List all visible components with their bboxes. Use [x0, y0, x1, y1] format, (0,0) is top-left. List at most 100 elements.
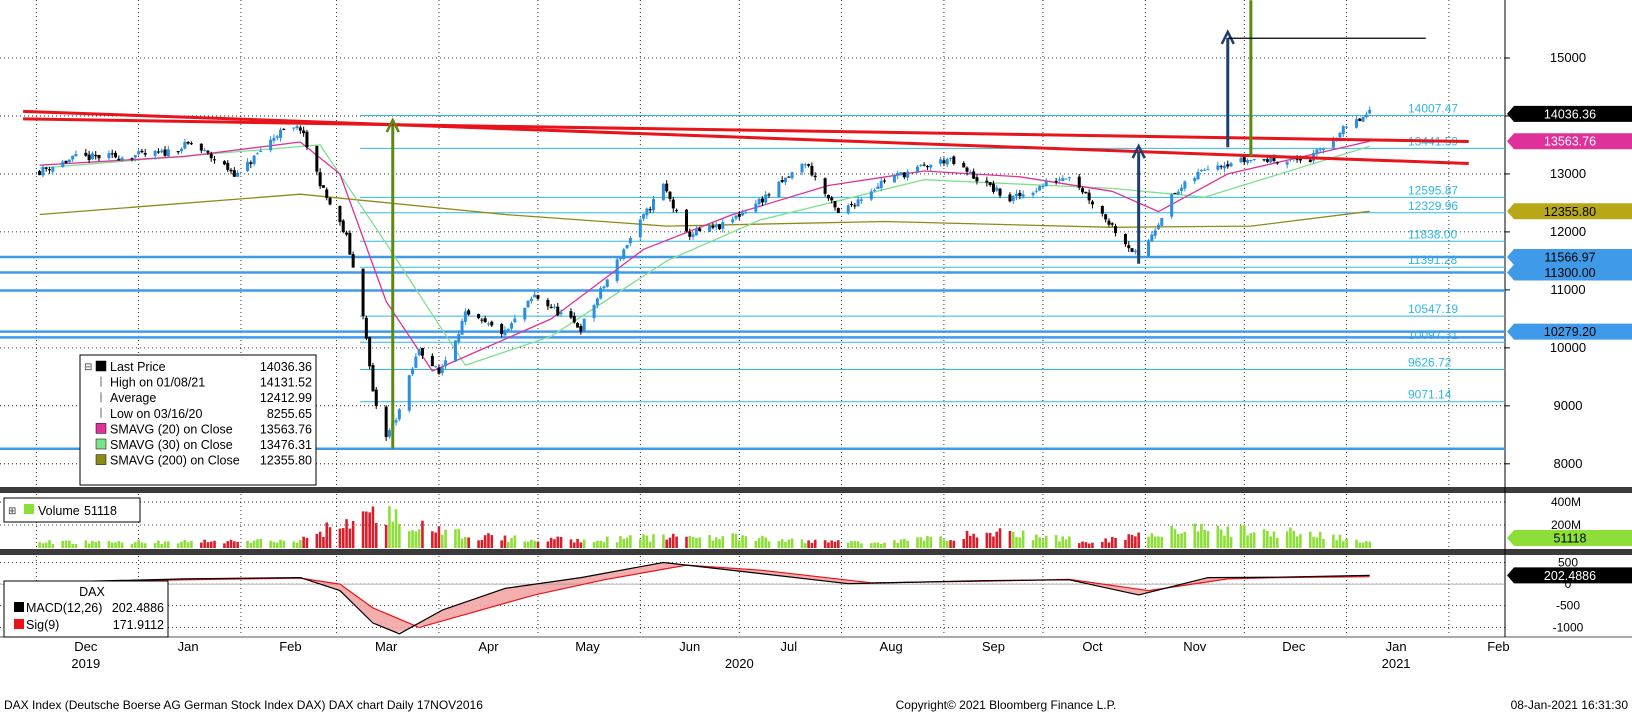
volume-bar: [804, 543, 807, 548]
fib-label: 10547.19: [1408, 302, 1458, 316]
candle-body: [1156, 224, 1160, 230]
candle-body: [523, 307, 527, 320]
volume-bar: [688, 535, 692, 548]
candle-body: [899, 172, 903, 175]
candle-body: [1180, 187, 1184, 192]
candle-body: [387, 430, 391, 437]
target-arrows: [385, 0, 1426, 449]
volume-bar: [777, 541, 781, 548]
legend-swatch: [95, 454, 107, 465]
candle-body: [582, 318, 586, 332]
volume-bar: [1038, 537, 1041, 548]
right-price-label-bg: [1507, 133, 1632, 150]
candle-body: [665, 183, 669, 192]
volume-bar: [1226, 526, 1230, 548]
volume-bar: [1368, 541, 1371, 548]
volume-bar: [1031, 540, 1035, 548]
legend-swatch: [95, 360, 107, 372]
volume-bar: [592, 541, 596, 548]
candle-body: [1246, 159, 1250, 163]
legend-label: Low on 03/16/20: [110, 407, 202, 421]
candle-body: [698, 228, 702, 232]
candle-body: [1015, 193, 1019, 197]
candle-body: [559, 312, 563, 315]
volume-bar: [1107, 542, 1111, 548]
volume-bar: [167, 541, 170, 548]
candle-body: [734, 215, 738, 219]
volume-bar: [995, 531, 999, 548]
candle-body: [651, 199, 655, 211]
volume-bar: [945, 540, 949, 548]
volume-bar: [1087, 543, 1091, 548]
volume-bar: [338, 528, 342, 548]
volume-bar: [483, 535, 487, 548]
volume-bar: [305, 537, 309, 548]
volume-bar: [1341, 541, 1345, 548]
right-value-labels: 14036.36 13563.76 12355.80 11566.9711300.00…: [1507, 105, 1632, 584]
volume-bar: [642, 534, 645, 548]
candle-body: [760, 198, 764, 203]
macd-legend-title: DAX: [79, 585, 105, 599]
candle-body: [764, 194, 768, 203]
volume-bar: [1216, 525, 1220, 548]
right-price-label: 10279.20: [1544, 325, 1596, 339]
volume-bar: [530, 539, 533, 548]
volume-bar: [322, 536, 325, 548]
candle-body: [90, 153, 94, 160]
volume-bar: [1021, 530, 1025, 548]
macd-legend-label: MACD(12,26): [26, 601, 102, 615]
candle-body: [1077, 176, 1081, 188]
macd-tick-label: 500: [1558, 555, 1578, 569]
candle-body: [1364, 114, 1368, 118]
year-label: 2019: [71, 656, 100, 671]
volume-bar: [368, 512, 371, 548]
moving-averages: [39, 140, 1370, 372]
candle-body: [972, 171, 976, 179]
volume-bar: [1068, 536, 1071, 548]
candle-body: [437, 367, 441, 374]
volume-bar: [91, 541, 94, 548]
candle-body: [74, 153, 78, 157]
volume-bar: [292, 541, 296, 548]
legend-label: SMAVG (20) on Close: [110, 422, 233, 436]
volume-bar: [259, 538, 263, 548]
panel-separator: [0, 549, 1632, 555]
volume-bar: [186, 542, 190, 548]
candle-body: [397, 409, 401, 420]
volume-legend-swatch: [24, 504, 34, 514]
volume-bar: [602, 542, 606, 548]
candle-body: [252, 155, 256, 164]
right-price-label-bg: [1507, 249, 1632, 266]
volume-bar: [737, 540, 741, 548]
volume-bar: [467, 537, 470, 548]
volume-bar: [1124, 540, 1127, 548]
candle-body: [483, 318, 487, 322]
candle-body: [711, 225, 715, 228]
candle-body: [143, 153, 147, 155]
candle-body: [1262, 159, 1266, 161]
volume-bar: [1219, 529, 1223, 548]
candle-body: [879, 180, 883, 188]
volume-bar: [1355, 539, 1358, 548]
volume-bar: [1335, 540, 1338, 548]
candle-body: [675, 210, 679, 212]
volume-bar: [506, 541, 510, 548]
volume-bar: [698, 537, 701, 548]
volume-bar: [1229, 536, 1233, 548]
candle-body: [800, 163, 804, 173]
volume-bar: [665, 539, 668, 548]
candle-body: [249, 162, 253, 164]
volume-legend-label: Volume: [38, 504, 80, 518]
candle-body: [813, 175, 817, 178]
volume-bar: [48, 540, 51, 548]
candle-body: [328, 197, 332, 205]
volume-bar: [279, 539, 282, 548]
candle-body: [1110, 223, 1114, 225]
panel-frames: [0, 0, 1632, 638]
candle-body: [757, 198, 761, 205]
month-label: Sep: [982, 639, 1005, 654]
candle-body: [1008, 194, 1012, 202]
candle-body: [648, 209, 652, 211]
fib-label: 11391.28: [1408, 253, 1457, 267]
month-label: Feb: [279, 639, 301, 654]
